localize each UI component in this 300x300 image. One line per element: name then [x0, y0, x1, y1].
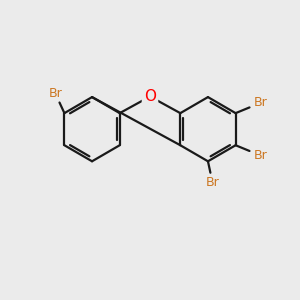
Text: O: O — [144, 89, 156, 104]
Text: Br: Br — [206, 176, 219, 189]
Text: Br: Br — [254, 149, 268, 162]
Text: Br: Br — [254, 96, 268, 109]
Text: Br: Br — [49, 87, 62, 100]
